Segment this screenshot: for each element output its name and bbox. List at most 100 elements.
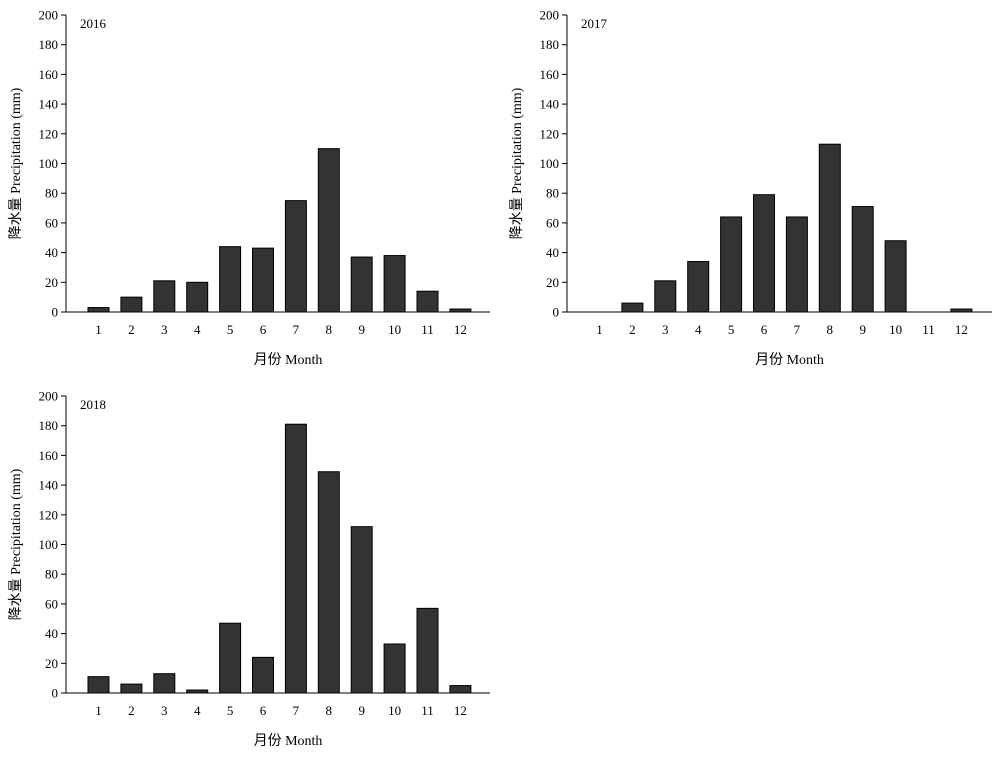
x-tick-label: 10 bbox=[889, 322, 902, 337]
bar-month-1 bbox=[87, 676, 110, 694]
x-axis-title: 月份 Month bbox=[254, 733, 323, 749]
bar-month-5 bbox=[219, 622, 242, 694]
bar-month-9 bbox=[851, 206, 874, 313]
x-tick-label: 6 bbox=[761, 322, 768, 337]
bar-month-10 bbox=[884, 240, 907, 313]
bar-month-4 bbox=[687, 261, 710, 313]
x-tick-label: 12 bbox=[454, 703, 467, 718]
bar-month-8 bbox=[818, 143, 841, 313]
y-tick-label: 60 bbox=[546, 215, 559, 230]
bar-month-4 bbox=[186, 281, 209, 313]
bar-month-9 bbox=[350, 526, 373, 694]
bar-month-5 bbox=[720, 216, 743, 313]
x-tick-label: 11 bbox=[922, 322, 935, 337]
bar-month-3 bbox=[153, 673, 176, 694]
x-tick-label: 6 bbox=[260, 703, 267, 718]
x-axis-title: 月份 Month bbox=[755, 352, 824, 368]
x-tick-label: 12 bbox=[454, 322, 467, 337]
y-tick-label: 60 bbox=[45, 596, 58, 611]
y-tick-label: 0 bbox=[553, 305, 560, 320]
y-tick-label: 180 bbox=[39, 37, 59, 52]
y-tick-label: 40 bbox=[45, 245, 58, 260]
bar-month-10 bbox=[383, 643, 406, 694]
x-tick-label: 6 bbox=[260, 322, 267, 337]
y-tick-label: 0 bbox=[52, 305, 59, 320]
bar-month-6 bbox=[252, 247, 274, 313]
x-tick-label: 8 bbox=[326, 703, 333, 718]
bar-month-6 bbox=[753, 194, 775, 313]
bar-month-2 bbox=[120, 683, 143, 694]
y-tick-label: 20 bbox=[45, 656, 58, 671]
y-tick-label: 0 bbox=[52, 686, 59, 701]
y-tick-label: 20 bbox=[45, 275, 58, 290]
x-tick-label: 2 bbox=[128, 322, 135, 337]
x-tick-label: 9 bbox=[358, 703, 365, 718]
bar-month-4 bbox=[186, 689, 209, 694]
y-tick-label: 160 bbox=[540, 67, 560, 82]
y-tick-label: 160 bbox=[39, 67, 59, 82]
x-tick-label: 8 bbox=[827, 322, 834, 337]
y-tick-label: 100 bbox=[540, 156, 560, 171]
x-tick-label: 5 bbox=[728, 322, 735, 337]
y-tick-label: 80 bbox=[45, 567, 58, 582]
y-axis-title: 降水量 Precipitation (mm) bbox=[8, 468, 24, 620]
x-tick-label: 7 bbox=[293, 703, 300, 718]
bar-month-3 bbox=[654, 280, 677, 313]
bar-month-8 bbox=[317, 471, 340, 694]
x-tick-label: 11 bbox=[421, 703, 434, 718]
bar-month-7 bbox=[284, 200, 307, 313]
bar-month-12 bbox=[950, 308, 973, 313]
y-tick-label: 120 bbox=[39, 126, 59, 141]
x-tick-label: 4 bbox=[695, 322, 702, 337]
bar-month-5 bbox=[219, 246, 242, 313]
bar-month-10 bbox=[383, 255, 406, 313]
y-tick-label: 120 bbox=[39, 507, 59, 522]
y-tick-label: 100 bbox=[39, 537, 59, 552]
x-tick-label: 12 bbox=[955, 322, 968, 337]
y-axis-title: 降水量 Precipitation (mm) bbox=[509, 87, 525, 239]
x-tick-label: 10 bbox=[388, 703, 401, 718]
x-tick-label: 5 bbox=[227, 322, 234, 337]
bar-month-11 bbox=[416, 607, 439, 694]
x-tick-label: 10 bbox=[388, 322, 401, 337]
bar-month-7 bbox=[284, 423, 307, 694]
x-tick-label: 5 bbox=[227, 703, 234, 718]
y-tick-label: 160 bbox=[39, 448, 59, 463]
y-tick-label: 200 bbox=[39, 389, 59, 404]
y-tick-label: 200 bbox=[540, 8, 560, 23]
y-tick-label: 40 bbox=[45, 626, 58, 641]
x-tick-label: 1 bbox=[95, 322, 102, 337]
x-axis-title: 月份 Month bbox=[254, 352, 323, 368]
x-tick-label: 1 bbox=[95, 703, 102, 718]
bar-month-6 bbox=[252, 656, 274, 694]
bar-month-2 bbox=[120, 296, 143, 313]
bar-month-8 bbox=[317, 148, 340, 313]
y-tick-label: 20 bbox=[546, 275, 559, 290]
bar-month-12 bbox=[449, 685, 472, 694]
bar-month-1 bbox=[87, 307, 110, 313]
x-tick-label: 3 bbox=[161, 703, 168, 718]
x-tick-label: 2 bbox=[629, 322, 636, 337]
x-tick-label: 3 bbox=[161, 322, 168, 337]
y-tick-label: 180 bbox=[39, 418, 59, 433]
x-tick-label: 1 bbox=[596, 322, 603, 337]
y-axis-title: 降水量 Precipitation (mm) bbox=[8, 87, 24, 239]
y-tick-label: 140 bbox=[39, 478, 59, 493]
bar-month-7 bbox=[785, 216, 808, 313]
x-tick-label: 9 bbox=[859, 322, 866, 337]
y-tick-label: 180 bbox=[540, 37, 560, 52]
x-tick-label: 4 bbox=[194, 322, 201, 337]
panel-year-label: 2018 bbox=[80, 397, 106, 412]
x-tick-label: 3 bbox=[662, 322, 669, 337]
x-tick-label: 9 bbox=[358, 322, 365, 337]
panel-year-label: 2016 bbox=[80, 16, 107, 31]
bar-month-2 bbox=[621, 302, 644, 313]
panel-year-label: 2017 bbox=[581, 16, 608, 31]
y-tick-label: 140 bbox=[540, 97, 560, 112]
y-tick-label: 100 bbox=[39, 156, 59, 171]
y-tick-label: 120 bbox=[540, 126, 560, 141]
